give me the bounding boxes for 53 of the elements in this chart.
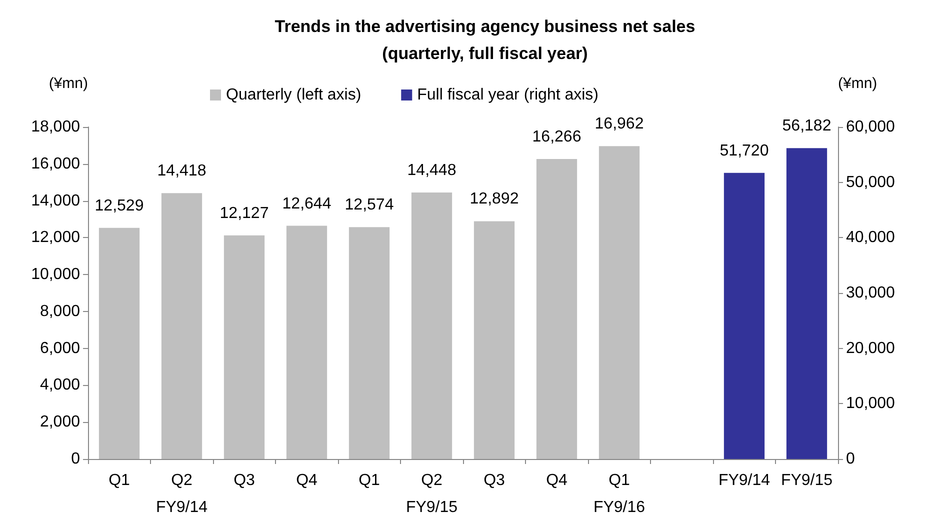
x-tick-label: Q1: [358, 472, 380, 489]
y-tick-label: 0: [71, 450, 80, 468]
y-tick-label: 8,000: [40, 302, 80, 320]
x-tick-label: Q4: [546, 472, 568, 489]
bar: [598, 146, 640, 459]
data-label: 12,644: [282, 195, 332, 212]
x-tick-label: FY9/14: [718, 472, 770, 489]
y2-tick-label: 30,000: [846, 284, 896, 302]
legend-label: Full fiscal year (right axis): [417, 86, 599, 104]
data-label: 51,720: [720, 142, 769, 160]
y-tick-label: 14,000: [31, 192, 80, 210]
legend-label: Quarterly (left axis): [226, 86, 362, 104]
x-tick-label: Q4: [296, 472, 318, 489]
y-tick-label: 12,000: [31, 229, 80, 246]
y2-tick-label: 40,000: [846, 229, 896, 246]
y-axis-title: (¥mn): [48, 75, 88, 92]
bar: [224, 235, 265, 459]
x-tick-label: Q1 FY9/16: [593, 472, 646, 516]
y-tick-label: 18,000: [31, 118, 80, 136]
chart-title: Trends in the advertising agency business net sales (quarterly, full fiscal year): [274, 17, 696, 63]
bar: [474, 221, 515, 459]
y-tick-label: 16,000: [31, 155, 80, 172]
y2-tick-label: 0: [846, 450, 855, 468]
bar: [348, 227, 390, 459]
bar: [411, 192, 452, 459]
x-tick-label: Q3: [234, 472, 256, 489]
data-label: 12,127: [220, 204, 269, 222]
data-label: 12,529: [94, 197, 144, 214]
y2-axis-title: (¥mn): [838, 75, 878, 92]
y2-tick-label: 50,000: [846, 174, 896, 191]
data-label: 14,418: [157, 162, 206, 180]
bar: [98, 228, 140, 459]
data-label: 12,892: [470, 190, 519, 208]
data-label: 56,182: [782, 118, 832, 135]
data-label: 14,448: [407, 162, 456, 180]
bar: [286, 226, 328, 459]
data-label: 16,962: [594, 116, 644, 133]
y-tick-label: 10,000: [31, 266, 80, 284]
y-tick-label: 4,000: [40, 376, 80, 394]
bar: [536, 158, 578, 459]
x-tick-label: Q3: [484, 472, 506, 489]
x-tick-label: Q2 FY9/15: [406, 472, 458, 516]
y-tick-label: 2,000: [40, 414, 80, 431]
data-label: 16,266: [532, 128, 582, 146]
y2-tick-label: 20,000: [846, 340, 896, 357]
y2-tick-label: 60,000: [846, 118, 896, 136]
bar: [161, 193, 202, 459]
x-tick-label: FY9/15: [780, 472, 833, 489]
y2-tick-label: 10,000: [846, 395, 896, 412]
data-label: 12,574: [344, 196, 394, 214]
y-tick-label: 6,000: [40, 340, 80, 357]
x-tick-label: Q1: [108, 472, 130, 489]
x-tick-label: Q2 FY9/14: [156, 472, 208, 516]
